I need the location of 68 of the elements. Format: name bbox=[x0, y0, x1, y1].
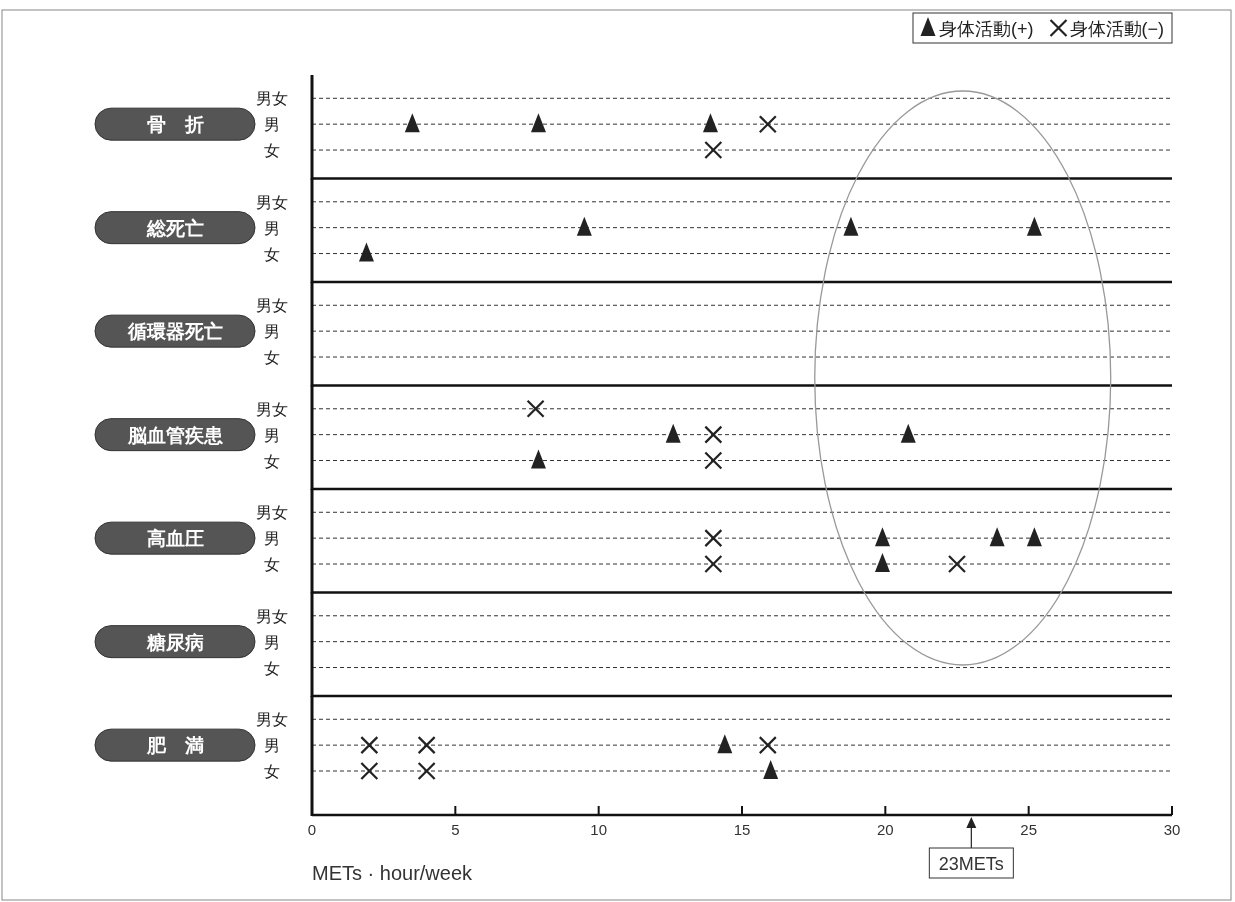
x-axis-title: METs · hour/week bbox=[312, 862, 474, 884]
point bbox=[576, 216, 592, 236]
y-tick-label: 女 bbox=[264, 142, 280, 160]
point bbox=[360, 736, 379, 755]
point bbox=[360, 761, 379, 781]
text: 総死亡 bbox=[145, 217, 204, 239]
y-tick-label: 男女 bbox=[256, 607, 288, 625]
point bbox=[704, 451, 723, 470]
y-tick-label: 男 bbox=[264, 737, 280, 755]
point bbox=[758, 115, 777, 134]
legend-label: 身体活動(+) bbox=[939, 19, 1034, 39]
point bbox=[989, 527, 1005, 547]
y-tick-label: 男女 bbox=[256, 504, 288, 522]
y-tick-label: 男 bbox=[264, 426, 280, 444]
point bbox=[843, 216, 859, 236]
y-tick-label: 男女 bbox=[256, 297, 288, 315]
y-tick-label: 女 bbox=[264, 452, 280, 470]
x-tick-label: 25 bbox=[1020, 821, 1038, 838]
x-tick-label: 15 bbox=[733, 821, 751, 838]
point bbox=[1026, 527, 1042, 547]
point bbox=[526, 399, 545, 418]
x-tick-label: 20 bbox=[876, 821, 894, 838]
point bbox=[404, 113, 420, 133]
point bbox=[704, 425, 723, 444]
point bbox=[704, 140, 723, 160]
x-tick-label: 0 bbox=[307, 821, 317, 838]
point bbox=[704, 529, 723, 548]
y-tick-label: 女 bbox=[264, 659, 280, 677]
point bbox=[900, 423, 916, 443]
x-tick-label: 10 bbox=[590, 821, 608, 838]
y-tick-label: 男 bbox=[264, 116, 280, 134]
legend-label: 身体活動(−) bbox=[1069, 19, 1164, 39]
y-tick-label: 男 bbox=[264, 530, 280, 548]
point bbox=[874, 553, 890, 573]
point bbox=[763, 760, 779, 780]
y-tick-label: 女 bbox=[264, 763, 280, 781]
point bbox=[704, 554, 723, 574]
y-tick-label: 男女 bbox=[256, 193, 288, 211]
text: 肥 満 bbox=[145, 735, 204, 757]
text: 糖尿病 bbox=[145, 631, 204, 653]
x-tick-label: 5 bbox=[451, 821, 460, 838]
x-tick-label: 30 bbox=[1163, 821, 1181, 838]
point bbox=[947, 554, 967, 574]
point bbox=[417, 736, 436, 755]
y-tick-label: 男女 bbox=[256, 90, 288, 108]
point bbox=[358, 242, 374, 262]
text: 23METs bbox=[938, 854, 1004, 874]
y-tick-label: 女 bbox=[264, 349, 280, 367]
point bbox=[717, 734, 733, 754]
y-tick-label: 女 bbox=[264, 245, 280, 263]
point bbox=[665, 423, 681, 443]
point bbox=[758, 736, 777, 755]
point bbox=[1026, 216, 1042, 236]
text: 循環器死亡 bbox=[126, 321, 223, 343]
y-tick-label: 男 bbox=[264, 219, 280, 237]
point bbox=[702, 113, 718, 133]
y-tick-label: 男 bbox=[264, 323, 280, 341]
y-tick-label: 男 bbox=[264, 633, 280, 651]
y-tick-label: 女 bbox=[264, 556, 280, 574]
point bbox=[530, 113, 546, 133]
y-tick-label: 男女 bbox=[256, 400, 288, 418]
text: 高血圧 bbox=[146, 528, 204, 550]
point bbox=[417, 761, 436, 781]
point bbox=[874, 527, 890, 547]
y-tick-label: 男女 bbox=[256, 711, 288, 729]
text: 脳血管疾患 bbox=[126, 424, 224, 446]
point bbox=[530, 449, 546, 469]
text: 骨 折 bbox=[146, 114, 204, 136]
